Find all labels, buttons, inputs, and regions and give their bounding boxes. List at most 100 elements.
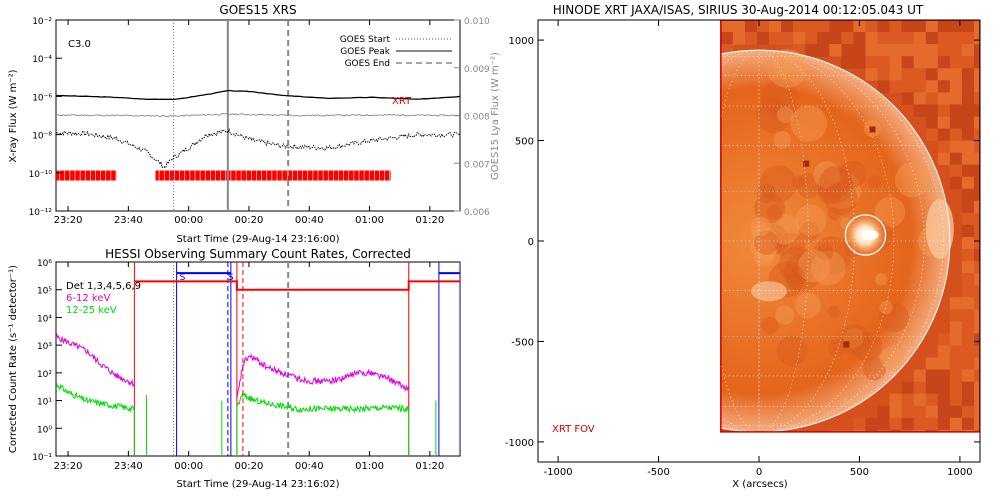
xrt-offlimb-pixel [949, 140, 963, 154]
xrt-offlimb-pixel [889, 80, 903, 93]
xrt-offlimb-pixel [817, 44, 830, 57]
xrt-disk-texture [754, 227, 778, 251]
xrt-offlimb-pixel [973, 200, 980, 214]
xrt-offlimb-pixel [961, 32, 975, 45]
xrt-offlimb-pixel [973, 44, 980, 57]
xrt-y-tick-label: 1000 [509, 36, 534, 47]
goes-series-long [56, 89, 460, 101]
xrt-offlimb-pixel [973, 285, 980, 298]
xrt-disk-texture [751, 224, 772, 245]
xrt-mask-left [538, 20, 721, 462]
goes-xrt-coverage-bar [56, 170, 117, 181]
xrt-offlimb-pixel [829, 44, 842, 57]
hessi-legend-label: 12-25 keV [66, 305, 117, 316]
xrt-offlimb-pixel [756, 20, 770, 33]
xrt-disk-texture [795, 204, 827, 236]
xrt-offlimb-pixel [949, 345, 963, 359]
xrt-offlimb-pixel [961, 236, 975, 250]
xrt-offlimb-pixel [949, 297, 963, 310]
goes-y-right-tick-label: 0.010 [464, 17, 490, 27]
xrt-offlimb-pixel [925, 417, 939, 431]
xrt-offlimb-pixel [961, 44, 975, 57]
xrt-offlimb-pixel [973, 309, 980, 322]
xrt-offlimb-pixel [961, 369, 975, 383]
xrt-offlimb-pixel [949, 333, 963, 346]
xrt-disk-texture [791, 175, 805, 189]
xrt-offlimb-pixel [732, 20, 746, 33]
xrt-disk-texture [839, 160, 867, 188]
xrt-offlimb-pixel [889, 56, 903, 69]
hessi-y-tick-label: 10⁵ [37, 287, 52, 297]
hessi-ylabel: Corrected Count Rate (s⁻¹ detector⁻¹) [8, 265, 19, 453]
xrt-dark-spot [869, 126, 876, 133]
xrt-disk-texture [775, 305, 795, 325]
xrt-offlimb-pixel [901, 20, 915, 33]
xrt-offlimb-pixel [937, 20, 951, 33]
xrt-offlimb-pixel [937, 417, 951, 431]
xrt-dark-spot [803, 160, 810, 167]
xrt-offlimb-pixel [901, 80, 915, 93]
xrt-offlimb-pixel [961, 417, 975, 431]
xrt-disk-texture [791, 262, 807, 278]
xrt-dark-spot [843, 341, 850, 348]
xrt-offlimb-pixel [853, 44, 866, 57]
xrt-offlimb-pixel [829, 20, 842, 33]
hessi-x-tick-label: 00:40 [295, 461, 324, 472]
goes-xrt-label: XRT [392, 96, 412, 107]
xrt-offlimb-pixel [913, 44, 927, 57]
xrt-title: HINODE XRT JAXA/ISAS, SIRIUS 30-Aug-2014… [553, 3, 924, 17]
xrt-disk-texture [756, 235, 774, 252]
xrt-offlimb-pixel [937, 68, 951, 81]
xrt-disk-texture [768, 213, 800, 245]
xrt-offlimb-pixel [949, 116, 963, 129]
hessi-y-tick-label: 10⁶ [37, 259, 52, 269]
xrt-disk-texture [758, 224, 789, 255]
xrt-offlimb-pixel [949, 44, 963, 57]
xrt-y-tick-label: 0 [528, 237, 534, 248]
xrt-disk-texture [812, 236, 851, 275]
xrt-offlimb-pixel [925, 357, 939, 371]
xrt-offlimb-pixel [720, 32, 734, 45]
xrt-disk-texture [817, 178, 843, 205]
xrt-offlimb-pixel [925, 20, 939, 33]
xrt-offlimb-pixel [961, 357, 975, 371]
goes-axes: 23:20 23:40 00:00 00:20 00:40 01:00 01:20 10⁻² 1… [29, 17, 490, 226]
xrt-offlimb-pixel [913, 32, 927, 45]
xrt-offlimb-pixel [901, 44, 915, 57]
goes-ylabel: X-ray Flux (W m⁻²) [8, 69, 19, 162]
xrt-disk-texture [795, 292, 821, 319]
xrt-disk-texture [756, 98, 792, 134]
xrt-disk-texture [868, 175, 881, 189]
xrt-offlimb-pixel [865, 417, 879, 431]
hessi-y-tick-label: 10³ [37, 342, 52, 352]
xrt-offlimb-pixel [949, 357, 963, 371]
goes-y-tick-label: 10⁻² [32, 17, 52, 27]
xrt-offlimb-pixel [973, 176, 980, 190]
xrt-offlimb-pixel [937, 140, 951, 154]
xrt-offlimb-pixel [961, 321, 975, 334]
xrt-offlimb-pixel [901, 56, 915, 69]
xrt-disk-texture [776, 335, 808, 366]
xrt-disk-texture [799, 221, 820, 242]
xrt-offlimb-pixel [913, 20, 927, 33]
xrt-x-tick-label: -500 [647, 467, 670, 478]
xrt-offlimb-pixel [937, 357, 951, 371]
xrt-offlimb-pixel [841, 32, 854, 45]
xrt-offlimb-pixel [961, 405, 975, 419]
goes-series-lya [56, 112, 460, 118]
xrt-offlimb-pixel [961, 176, 975, 190]
hessi-x-tick-label: 23:20 [54, 461, 83, 472]
xrt-offlimb-pixel [889, 417, 903, 431]
hessi-series-12-25-keV [56, 382, 135, 413]
xrt-offlimb-pixel [949, 321, 963, 334]
hessi-x-tick-label: 01:20 [415, 461, 444, 472]
xrt-fov-box [720, 20, 980, 433]
hessi-legend-label: 6-12 keV [66, 293, 110, 304]
xrt-disk-texture [754, 192, 786, 224]
xrt-offlimb-pixel [961, 92, 975, 105]
goes-y-right-tick-label: 0.006 [464, 208, 490, 218]
hessi-series-attenuator [134, 280, 460, 291]
xrt-offlimb-pixel [961, 104, 975, 117]
xrt-disk-texture [813, 161, 841, 189]
xrt-disk-texture [760, 79, 800, 119]
